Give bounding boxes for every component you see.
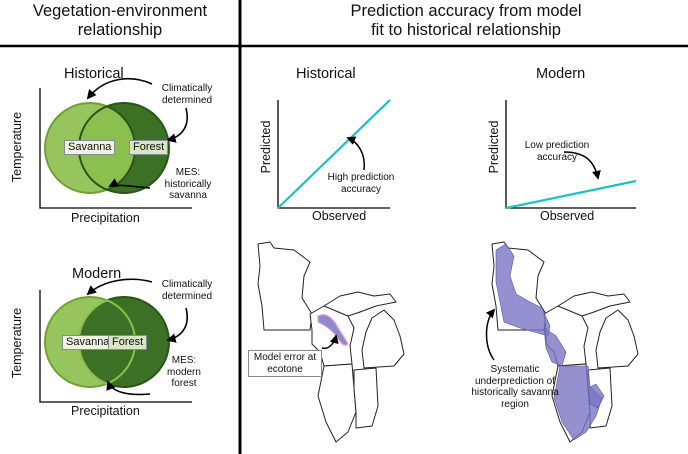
venn-historical-annot-mes-l3: savanna	[169, 190, 207, 201]
venn-modern-annot-climatic-l1: Climatically	[161, 279, 213, 290]
plot-historical-title: Historical	[296, 66, 356, 82]
map-right-region-illinois	[553, 365, 603, 441]
venn-historical-annot-mes: MES: historically savanna	[148, 167, 228, 202]
venn-modern-annot-mes-l1: MES:	[171, 355, 197, 366]
map-left-illinois	[317, 363, 357, 443]
map-right-upper-michigan	[557, 291, 631, 317]
map-left-upper-michigan	[323, 291, 397, 317]
arrow-climatic-historical	[86, 77, 153, 100]
arrow-climatic-modern	[86, 278, 153, 296]
plot-modern-annot: Low prediction accuracy	[512, 140, 602, 163]
map-left-lower-michigan	[361, 309, 405, 369]
venn-historical-annot-climatic-l1: Climatically	[161, 83, 213, 94]
maps	[257, 241, 639, 443]
map-right-underprediction	[495, 243, 605, 441]
map-left-outlines	[257, 241, 405, 443]
plot-historical-series-line	[277, 99, 391, 209]
plot-modern-annot-l2: accuracy	[536, 151, 577, 163]
venn-historical-annot-mes-l2: historically	[164, 178, 212, 190]
plot-modern-ylabel: Predicted	[487, 120, 501, 174]
plot-modern-title: Modern	[536, 66, 586, 82]
map-right-region-indiana	[587, 383, 605, 409]
map-right-annot-l4: region	[501, 398, 529, 410]
plot-historical-ylabel: Predicted	[259, 120, 273, 174]
map-left-indiana	[353, 367, 379, 429]
map-right-arrow	[485, 308, 496, 361]
venn-historical-forest-label: Forest	[129, 140, 169, 155]
right-header-line2: fit to historical relationship	[371, 21, 561, 39]
venn-historical-annot-climatic: Climatically determined	[152, 83, 222, 106]
map-left-minnesota	[257, 241, 313, 331]
plot-modern-annot-l1: Low prediction	[524, 140, 590, 151]
map-right-lower-michigan	[595, 309, 639, 369]
map-right-annot-l3: historically savanna	[471, 387, 559, 398]
venn-modern-annot-climatic-l2: determined	[161, 290, 213, 302]
venn-historical-annot-climatic-l2: determined	[161, 94, 213, 106]
map-left-arrow	[321, 334, 339, 350]
plot-modern-xlabel: Observed	[540, 209, 595, 223]
venn-historical-xlabel: Precipitation	[71, 211, 140, 225]
plot-historical-annot: High prediction accuracy	[316, 172, 406, 195]
venn-historical-title: Historical	[64, 66, 124, 82]
venn-historical-savanna-label: Savanna	[64, 140, 116, 155]
plot-modern-series-line	[505, 179, 637, 210]
map-left-annot-l1: Model error at	[253, 352, 317, 363]
arrow-climatic-modern-2	[166, 307, 188, 343]
plot-modern-arrow	[563, 151, 601, 180]
venn-modern-annot-mes-l2: modern	[167, 366, 201, 378]
left-header: Vegetation-environment relationship	[0, 2, 240, 40]
venn-modern-savanna-label: Savanna	[62, 335, 114, 350]
venn-modern-ylabel: Temperature	[10, 307, 24, 379]
plot-historical-xlabel: Observed	[312, 209, 367, 223]
plot-historical-annot-l1: High prediction	[327, 172, 395, 183]
venn-modern-annot-climatic: Climatically determined	[152, 279, 222, 302]
venn-modern-title: Modern	[72, 266, 122, 282]
venn-modern-xlabel: Precipitation	[71, 404, 140, 418]
venn-modern-forest-label: Forest	[108, 335, 148, 350]
venn-historical-axes	[39, 88, 192, 209]
plot-historical-annot-l2: accuracy	[340, 183, 381, 195]
venn-modern-annot-mes-l3: forest	[171, 378, 197, 389]
arrow-mes-historical	[108, 178, 151, 189]
left-header-line2: relationship	[77, 21, 163, 39]
map-right-annot: Systematic underprediction of historical…	[466, 364, 564, 410]
right-header-line1: Prediction accuracy from model	[350, 2, 582, 20]
venn-historical-annot-mes-l1: MES:	[175, 167, 201, 178]
map-right-annot-l2: underprediction of	[474, 375, 556, 387]
arrow-mes-modern	[106, 380, 151, 396]
map-left-annot: Model error at ecotone	[248, 350, 322, 377]
left-header-line1: Vegetation-environment	[32, 2, 208, 20]
plot-historical-arrow	[346, 136, 366, 171]
map-left-annot-l2: ecotone	[267, 363, 303, 375]
prediction-plots	[277, 99, 637, 210]
venn-modern-axes	[39, 290, 192, 403]
right-header: Prediction accuracy from model fit to hi…	[244, 2, 688, 40]
map-right-region-minnesota	[495, 243, 551, 337]
map-right-annot-l1: Systematic	[490, 364, 540, 375]
map-left-ecotone-error	[317, 314, 349, 346]
venn-modern-annot-mes: MES: modern forest	[154, 355, 214, 390]
venn-historical-ylabel: Temperature	[10, 111, 24, 183]
arrow-climatic-historical-2	[166, 107, 188, 143]
